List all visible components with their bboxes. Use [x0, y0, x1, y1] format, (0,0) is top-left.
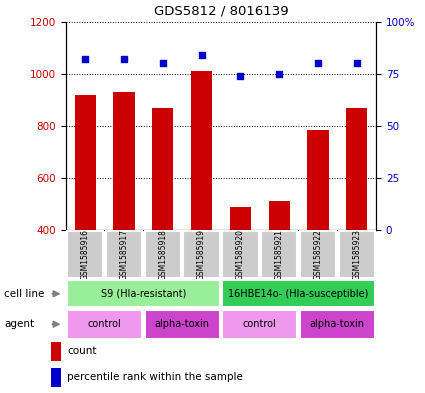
- Text: cell line: cell line: [4, 289, 45, 299]
- Point: [159, 60, 166, 66]
- FancyBboxPatch shape: [222, 310, 298, 339]
- Text: 16HBE14o- (Hla-susceptible): 16HBE14o- (Hla-susceptible): [228, 289, 369, 299]
- Bar: [152, 108, 173, 230]
- Text: GSM1585920: GSM1585920: [236, 229, 245, 280]
- FancyBboxPatch shape: [144, 310, 220, 339]
- Text: GSM1585923: GSM1585923: [352, 229, 361, 280]
- FancyBboxPatch shape: [144, 231, 181, 278]
- Text: GSM1585916: GSM1585916: [81, 229, 90, 280]
- Text: agent: agent: [4, 319, 34, 329]
- FancyBboxPatch shape: [300, 231, 336, 278]
- Point: [82, 56, 89, 62]
- Text: GSM1585917: GSM1585917: [119, 229, 128, 280]
- Bar: [269, 201, 290, 230]
- Bar: [230, 207, 251, 230]
- Text: count: count: [67, 346, 97, 356]
- FancyBboxPatch shape: [261, 231, 298, 278]
- Text: S9 (Hla-resistant): S9 (Hla-resistant): [101, 289, 186, 299]
- FancyBboxPatch shape: [67, 280, 220, 307]
- FancyBboxPatch shape: [338, 231, 375, 278]
- Text: percentile rank within the sample: percentile rank within the sample: [67, 372, 243, 382]
- FancyBboxPatch shape: [300, 310, 375, 339]
- Text: control: control: [243, 319, 277, 329]
- FancyBboxPatch shape: [222, 280, 375, 307]
- Bar: [346, 108, 367, 230]
- Point: [121, 56, 128, 62]
- Bar: [51, 342, 61, 361]
- Text: alpha-toxin: alpha-toxin: [310, 319, 365, 329]
- Point: [198, 52, 205, 58]
- Title: GDS5812 / 8016139: GDS5812 / 8016139: [154, 5, 288, 18]
- Bar: [307, 130, 329, 230]
- Text: GSM1585918: GSM1585918: [159, 229, 167, 280]
- Text: GSM1585919: GSM1585919: [197, 229, 206, 280]
- Bar: [51, 369, 61, 387]
- Point: [237, 73, 244, 79]
- Point: [314, 60, 321, 66]
- FancyBboxPatch shape: [183, 231, 220, 278]
- Text: control: control: [88, 319, 122, 329]
- Text: alpha-toxin: alpha-toxin: [155, 319, 210, 329]
- FancyBboxPatch shape: [106, 231, 142, 278]
- FancyBboxPatch shape: [67, 231, 104, 278]
- Text: GSM1585921: GSM1585921: [275, 229, 283, 280]
- Point: [353, 60, 360, 66]
- Bar: [113, 92, 135, 230]
- Bar: [75, 94, 96, 230]
- FancyBboxPatch shape: [222, 231, 259, 278]
- Bar: [191, 71, 212, 230]
- FancyBboxPatch shape: [67, 310, 142, 339]
- Text: GSM1585922: GSM1585922: [314, 229, 323, 280]
- Point: [276, 70, 283, 77]
